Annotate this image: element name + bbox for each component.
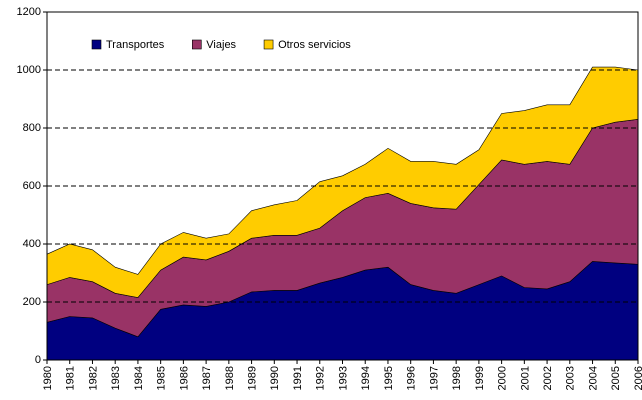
legend-swatch [91,39,102,50]
y-tick-label: 400 [23,238,41,250]
x-tick-label: 2003 [565,366,577,390]
x-tick-label: 1982 [87,366,99,390]
x-tick-label: 1980 [42,366,54,390]
y-tick-label: 800 [23,122,41,134]
y-tick-label: 0 [35,354,41,366]
x-tick-label: 1995 [383,366,395,390]
legend-label: Viajes [206,39,236,51]
x-tick-label: 1984 [133,366,145,390]
y-tick-label: 200 [23,296,41,308]
x-tick-label: 1983 [110,366,122,390]
x-tick-label: 2004 [587,366,599,390]
x-tick-label: 2002 [542,366,554,390]
x-tick-label: 1996 [406,366,418,390]
x-tick-label: 1987 [201,366,213,390]
legend-swatch [263,39,274,50]
x-tick-label: 1986 [178,366,190,390]
x-tick-label: 1992 [315,366,327,390]
x-tick-label: 1997 [428,366,440,390]
x-tick-label: 2005 [610,366,622,390]
legend-swatch [191,39,202,50]
x-tick-label: 1989 [246,366,258,390]
x-tick-label: 1990 [269,366,281,390]
x-tick-label: 1994 [360,366,372,390]
legend-label: Otros servicios [278,39,351,51]
plot-frame [46,11,639,361]
x-tick-label: 1981 [65,366,77,390]
y-tick-label: 1000 [17,64,41,76]
x-tick-label: 1985 [156,366,168,390]
y-tick-label: 600 [23,180,41,192]
x-tick-label: 2001 [519,366,531,390]
x-tick-label: 1988 [224,366,236,390]
y-tick-label: 1200 [17,6,41,18]
x-tick-label: 1993 [337,366,349,390]
x-tick-label: 2006 [633,366,642,390]
x-tick-label: 1991 [292,366,304,390]
x-tick-label: 1999 [474,366,486,390]
x-tick-label: 1998 [451,366,463,390]
legend-label: Transportes [106,39,165,51]
x-tick-label: 2000 [497,366,509,390]
